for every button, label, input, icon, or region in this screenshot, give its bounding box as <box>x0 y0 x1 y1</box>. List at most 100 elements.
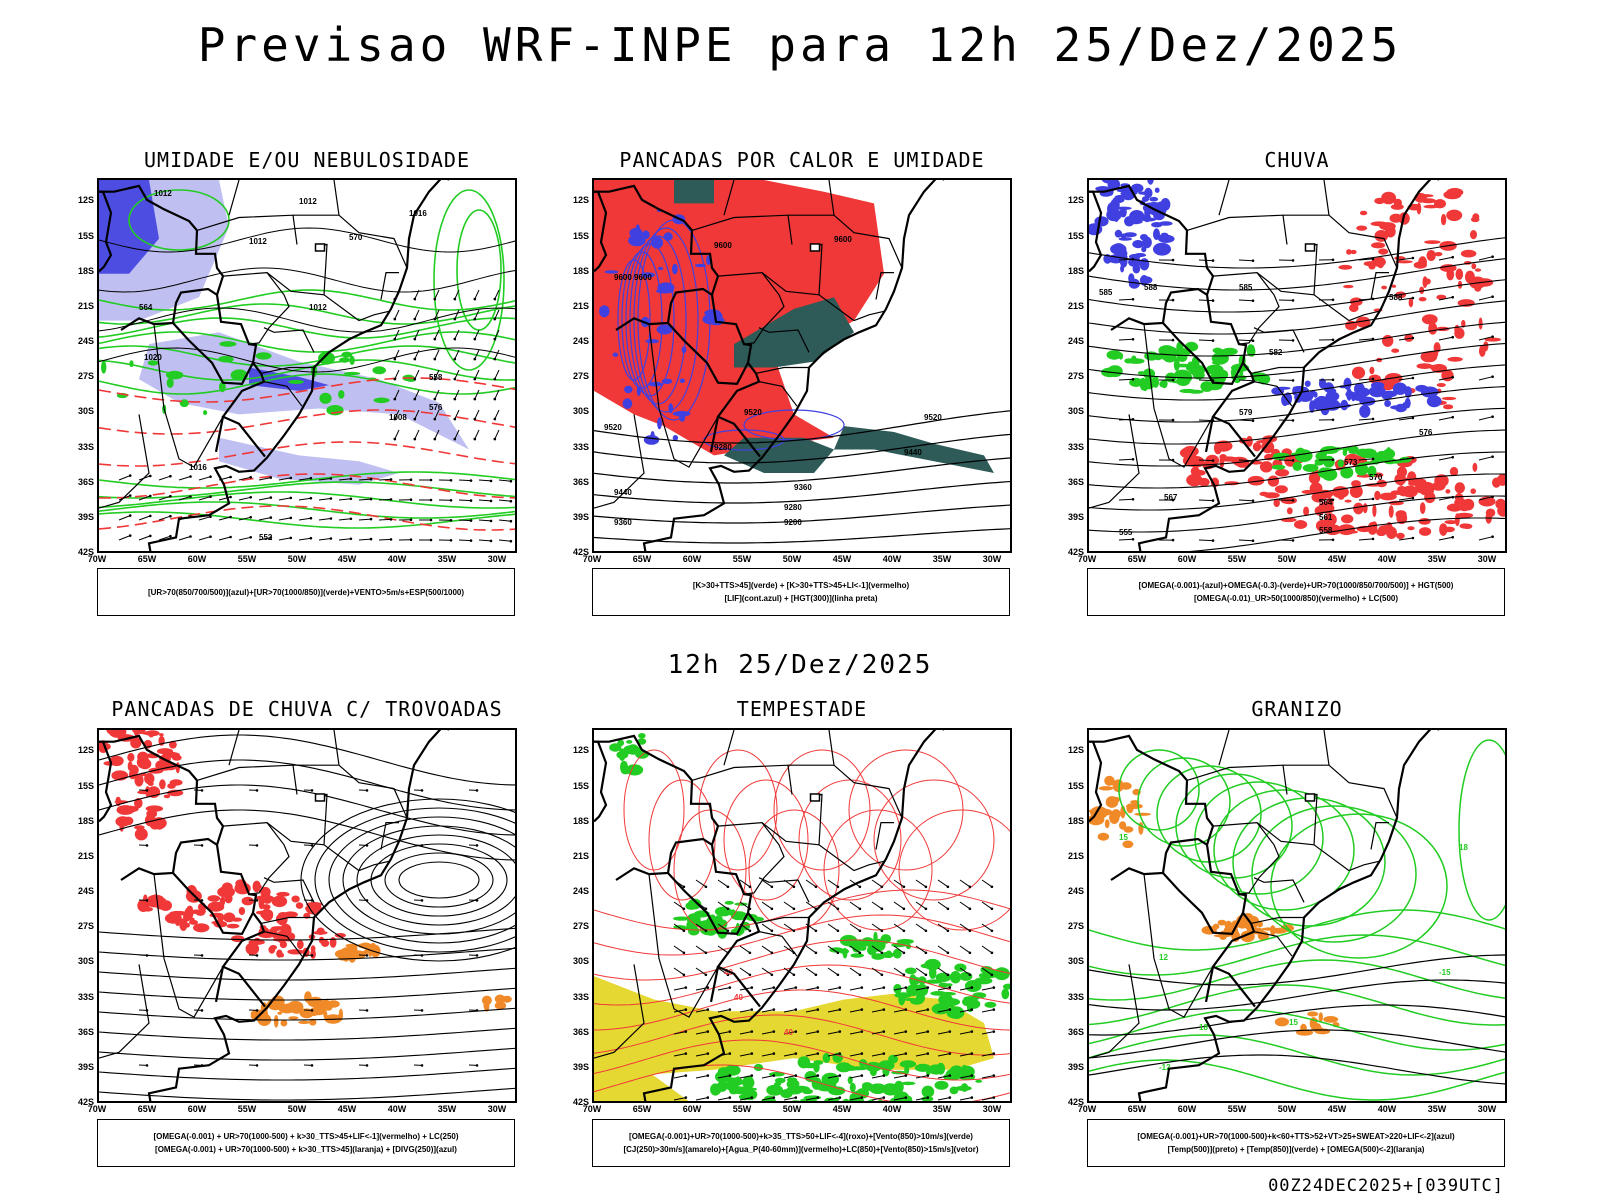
latitude-tick-label: 24S <box>1067 336 1084 346</box>
latitude-tick-label: 36S <box>1067 1027 1084 1037</box>
contour-label: 552 <box>259 533 273 542</box>
hgt500-contour <box>1089 300 1505 335</box>
contour-label: 9520 <box>604 423 622 432</box>
precip-water-contour <box>723 779 809 901</box>
lc250-streamline <box>99 734 515 786</box>
state-border <box>648 874 719 1018</box>
brasilia-marker <box>809 793 821 802</box>
longitude-tick-label: 50W <box>1277 1104 1297 1114</box>
contour-label: 582 <box>1269 348 1283 357</box>
country-border <box>615 837 713 881</box>
latitude-tick-label: 21S <box>572 301 589 311</box>
state-border <box>811 793 823 845</box>
longitude-tick-label: 35W <box>437 1104 457 1114</box>
lc500-vectors <box>1118 255 1494 542</box>
latitude-tick-label: 39S <box>1067 1062 1084 1072</box>
state-border <box>1143 324 1214 468</box>
map-geography <box>1089 730 1439 1101</box>
latitude-tick-label: 27S <box>1067 921 1084 931</box>
state-border <box>1250 366 1303 374</box>
state-border <box>1143 874 1214 1018</box>
state-border <box>1253 381 1293 407</box>
contour-label: 40 <box>734 993 743 1002</box>
li-contour <box>617 259 651 381</box>
precip-water-contour <box>648 779 716 901</box>
state-border <box>99 414 150 509</box>
legend-line: [OMEGA(-0.001)+UR>70(1000-500)+k<60+TTS>… <box>1137 1132 1455 1141</box>
legend-box: [K>30+TTS>45](verde) + [K>30+TTS>45+LI<-… <box>592 568 1010 616</box>
latitude-tick-label: 12S <box>77 745 94 755</box>
state-border <box>333 730 340 766</box>
longitude-tick-label: 65W <box>137 1104 157 1114</box>
state-border <box>1253 931 1293 957</box>
longitude-tick-label: 35W <box>1427 1104 1447 1114</box>
country-border <box>120 837 218 881</box>
state-border <box>758 381 798 407</box>
legend-line: [OMEGA(-0.01)_UR>50(1000/850)(vermelho) … <box>1193 594 1399 603</box>
contour-label: 18 <box>1199 1023 1208 1032</box>
legend-line: [OMEGA(-0.001)-(azul)+OMEGA(-0.3)-(verde… <box>1138 581 1454 590</box>
state-border <box>1348 860 1380 872</box>
latitude-tick-label: 21S <box>572 851 589 861</box>
legend-box: [OMEGA(-0.001)+UR>70(1000-500)+k<60+TTS>… <box>1087 1119 1505 1167</box>
latitude-tick-label: 18S <box>572 816 589 826</box>
brasilia-marker <box>1304 243 1316 252</box>
state-border <box>717 821 785 895</box>
state-border <box>691 214 793 245</box>
lc250-streamline <box>99 967 515 981</box>
hgt300-contour <box>594 480 1010 504</box>
state-border <box>1370 272 1389 300</box>
lc250-streamline <box>384 852 494 908</box>
latitude-tick-label: 24S <box>572 886 589 896</box>
state-border <box>1306 243 1318 295</box>
kindex-area <box>674 180 714 204</box>
state-border <box>196 764 298 795</box>
hgt300-contour <box>594 528 1010 544</box>
lc850-streamline <box>594 1014 1010 1056</box>
state-border <box>263 381 303 407</box>
state-border <box>1323 730 1330 766</box>
longitude-tick-label: 50W <box>287 554 307 564</box>
state-border <box>723 180 735 216</box>
longitude-tick-label: 45W <box>1327 554 1347 564</box>
latitude-tick-label: 42S <box>572 547 589 557</box>
lc250-streamline <box>99 987 515 1001</box>
state-border <box>153 874 224 1018</box>
longitude-tick-label: 40W <box>1377 554 1397 564</box>
country-border <box>1089 740 1103 823</box>
lc250-streamline <box>398 861 480 899</box>
latitude-tick-label: 24S <box>77 336 94 346</box>
state-border <box>263 877 315 903</box>
longitude-tick-label: 45W <box>832 1104 852 1114</box>
contour-label: 1020 <box>144 353 162 362</box>
lc850-streamline <box>594 964 1010 1006</box>
contour-label: 558 <box>1319 526 1333 535</box>
pressure-contour <box>99 267 515 293</box>
latitude-tick-label: 36S <box>77 1027 94 1037</box>
state-border <box>293 214 408 269</box>
wind-vectors <box>393 289 500 441</box>
legend-line: [UR>70(850/700/500)](azul)+[UR>70(1000/8… <box>147 587 465 597</box>
longitude-tick-label: 65W <box>632 1104 652 1114</box>
state-border <box>1323 180 1330 216</box>
lc250-streamline <box>370 843 508 917</box>
temp500-contour <box>1089 1004 1505 1036</box>
map-geography <box>99 180 449 551</box>
longitude-tick-label: 70W <box>582 1104 602 1114</box>
state-border <box>758 327 810 353</box>
coastline <box>642 730 944 1101</box>
hgt500-contour <box>1089 451 1505 489</box>
latitude-tick-label: 18S <box>1067 266 1084 276</box>
temp850-contour <box>1118 749 1200 831</box>
latitude-tick-label: 30S <box>77 406 94 416</box>
latitude-tick-label: 24S <box>1067 886 1084 896</box>
streamline-arrows <box>138 789 479 1067</box>
precip-water-contour <box>848 749 964 871</box>
contour-label: 555 <box>1119 528 1133 537</box>
temp850-contour <box>1089 984 1505 1026</box>
longitude-tick-label: 65W <box>1127 1104 1147 1114</box>
longitude-tick-label: 55W <box>732 554 752 564</box>
hgt500-contour <box>1089 237 1505 269</box>
contour-label: 9440 <box>904 448 922 457</box>
thickness-contour <box>99 505 515 531</box>
